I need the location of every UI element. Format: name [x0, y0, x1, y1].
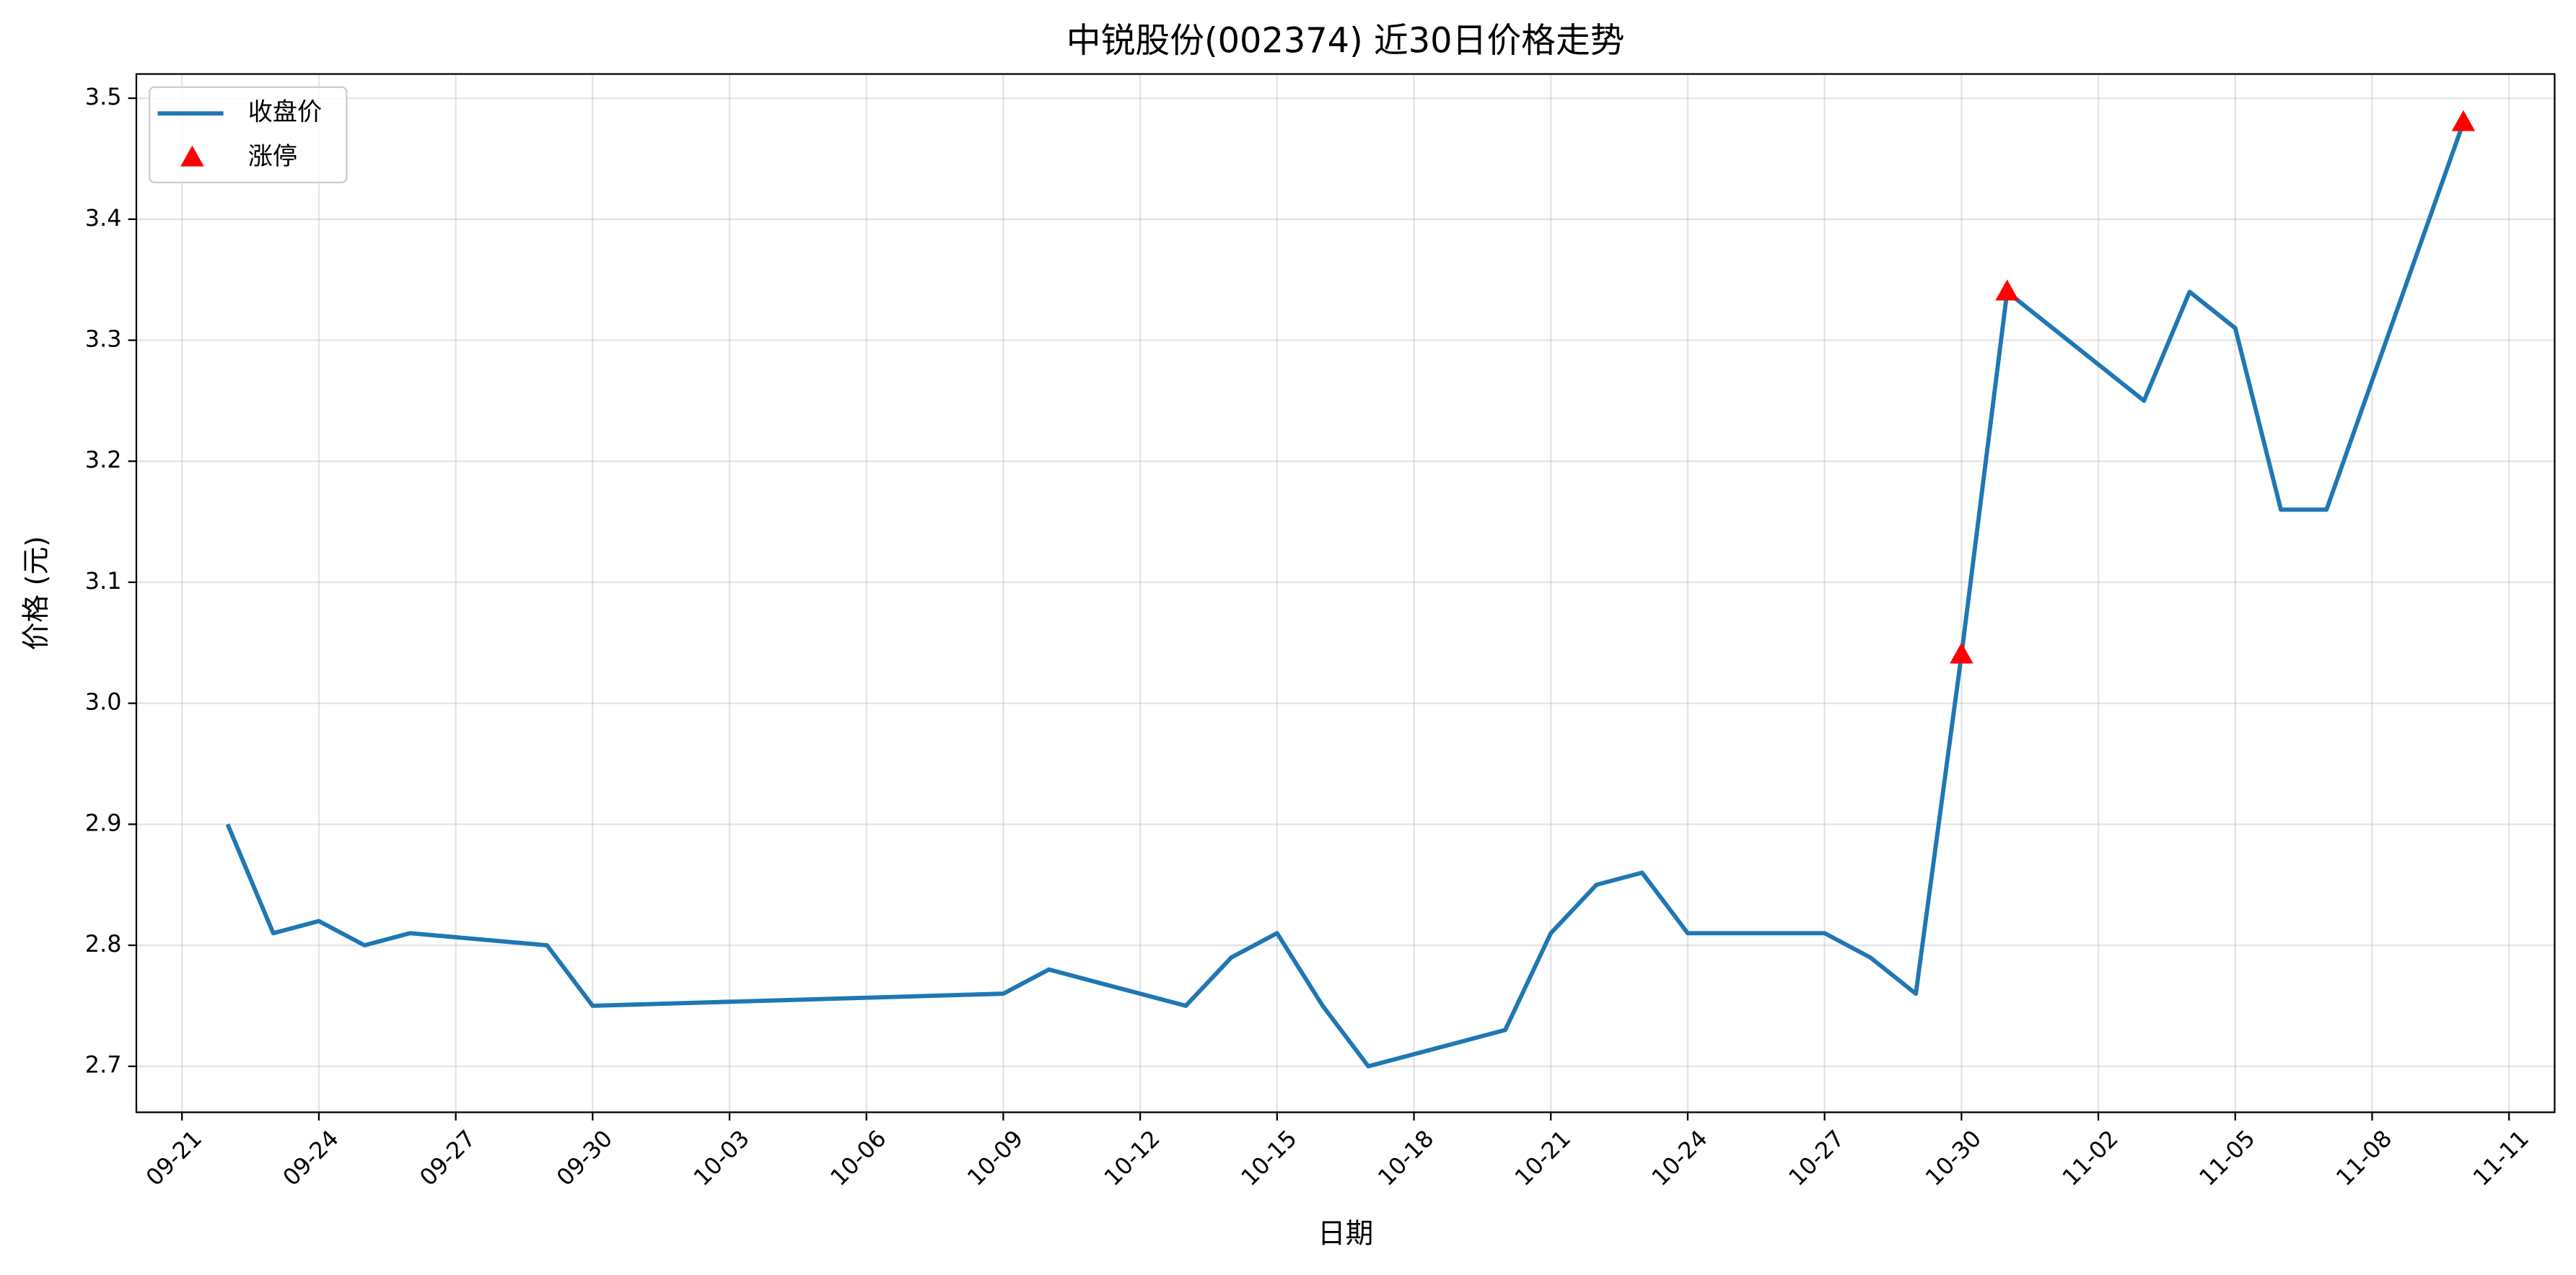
y-tick-label: 3.4: [85, 204, 122, 232]
y-tick-label: 3.2: [85, 446, 122, 473]
y-tick-label: 2.8: [85, 930, 122, 958]
y-tick-label: 2.9: [85, 809, 122, 836]
y-axis-label: 价格 (元): [20, 536, 53, 651]
x-axis-label: 日期: [1318, 1218, 1373, 1250]
plot-marks: [225, 110, 2476, 1069]
legend-marker: [180, 145, 204, 167]
plot-frame: [135, 73, 2556, 1113]
legend-label: 涨停: [248, 142, 297, 171]
limit-up-marker: [1950, 642, 1973, 664]
y-tick-label: 3.3: [85, 325, 122, 353]
chart-title: 中锐股份(002374) 近30日价格走势: [1066, 21, 1625, 61]
limit-up-marker: [1995, 279, 2019, 301]
y-tick-label: 3.0: [85, 688, 122, 716]
grid: [136, 74, 2555, 1113]
y-tick-label: 2.7: [85, 1051, 122, 1079]
y-tick-label: 3.1: [85, 567, 122, 595]
y-tick-label: 3.5: [85, 83, 122, 110]
limit-up-marker: [2451, 110, 2476, 131]
price-line: [225, 121, 2466, 1069]
legend-label: 收盘价: [248, 98, 322, 127]
